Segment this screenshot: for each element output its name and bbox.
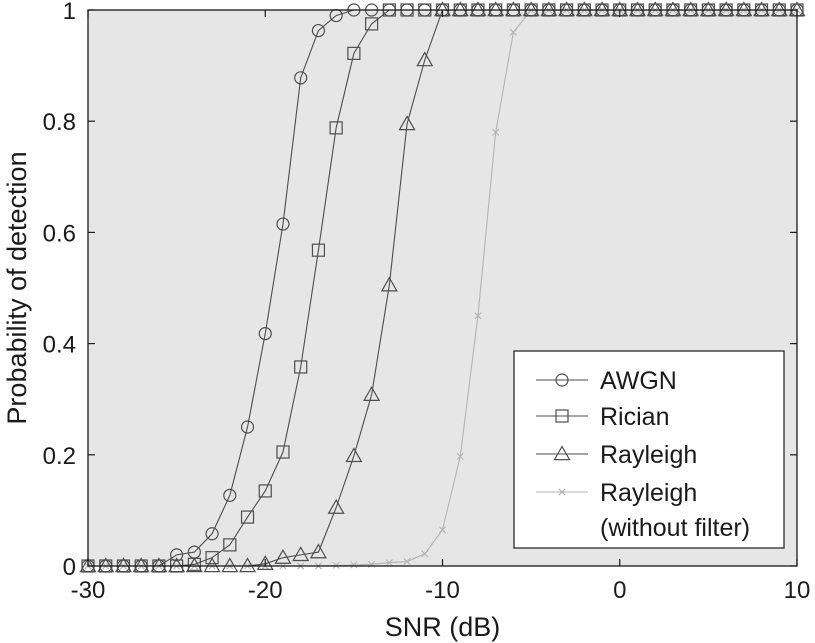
data-point <box>294 71 308 85</box>
data-point <box>474 312 482 320</box>
data-point <box>276 445 290 459</box>
data-point <box>221 557 239 573</box>
legend: AWGN Rician Rayleigh Rayleigh (without filte… <box>513 350 785 549</box>
data-point <box>292 546 310 562</box>
x-tick-label: -10 <box>425 577 460 604</box>
data-point <box>258 326 272 341</box>
legend-item: AWGN <box>536 367 677 395</box>
legend-marker <box>553 445 571 461</box>
legend-item: Rayleigh (without filter) <box>536 479 750 542</box>
data-point <box>380 276 398 292</box>
legend-marker <box>558 488 566 496</box>
legend-item: Rayleigh <box>536 441 697 469</box>
data-point <box>509 28 517 36</box>
data-point <box>421 550 429 558</box>
y-tick-label: 0.6 <box>43 220 76 247</box>
x-tick-label: 0 <box>613 577 626 604</box>
legend-label: Rician <box>600 403 669 431</box>
legend-label: (without filter) <box>600 514 750 542</box>
data-point <box>365 17 379 31</box>
legend-box <box>513 350 785 549</box>
data-point <box>256 555 274 571</box>
data-point <box>311 243 326 257</box>
data-point <box>309 543 327 559</box>
legend-item: Rician <box>536 403 669 431</box>
data-point <box>385 559 393 567</box>
data-point <box>274 548 292 564</box>
data-point <box>223 488 237 502</box>
data-point <box>205 551 219 565</box>
y-tick-label: 0.2 <box>43 443 76 470</box>
legend-marker <box>555 373 569 387</box>
data-point <box>205 527 219 541</box>
data-point <box>492 128 500 136</box>
data-point <box>203 557 221 573</box>
data-point <box>258 484 272 498</box>
x-axis-label: SNR (dB) <box>385 612 501 642</box>
data-point <box>350 561 358 569</box>
data-point <box>238 557 257 573</box>
data-point <box>240 510 255 524</box>
data-point <box>416 51 434 67</box>
data-point <box>276 217 290 231</box>
data-point <box>223 538 237 552</box>
data-point <box>187 545 201 559</box>
data-point <box>345 447 363 463</box>
data-point <box>240 420 255 434</box>
data-point <box>403 557 411 566</box>
data-point <box>456 452 464 461</box>
x-tick-label: 10 <box>784 577 811 604</box>
data-point <box>329 121 343 135</box>
legend-label: Rayleigh <box>600 441 697 469</box>
data-point <box>294 360 308 374</box>
y-tick-label: 0.4 <box>43 332 76 359</box>
data-point <box>170 548 184 562</box>
legend-label: Rayleigh <box>600 479 697 507</box>
data-point <box>347 46 361 60</box>
data-point <box>311 23 326 38</box>
y-tick-label: 0.8 <box>43 109 76 136</box>
data-point <box>327 498 345 514</box>
data-point <box>438 526 447 534</box>
data-point <box>398 115 416 131</box>
y-tick-label: 1 <box>63 0 76 25</box>
ticks-layer: -30 -20 -10 0 10 0 0.2 0.4 0.6 0.8 1 <box>43 0 811 604</box>
x-tick-label: -20 <box>248 577 283 604</box>
y-axis-label: Probability of detection <box>2 151 32 424</box>
legend-marker <box>555 409 569 423</box>
y-tick-label: 0 <box>63 554 76 581</box>
legend-label: AWGN <box>600 367 677 395</box>
data-point <box>363 386 381 401</box>
x-tick-label: -30 <box>71 577 106 604</box>
